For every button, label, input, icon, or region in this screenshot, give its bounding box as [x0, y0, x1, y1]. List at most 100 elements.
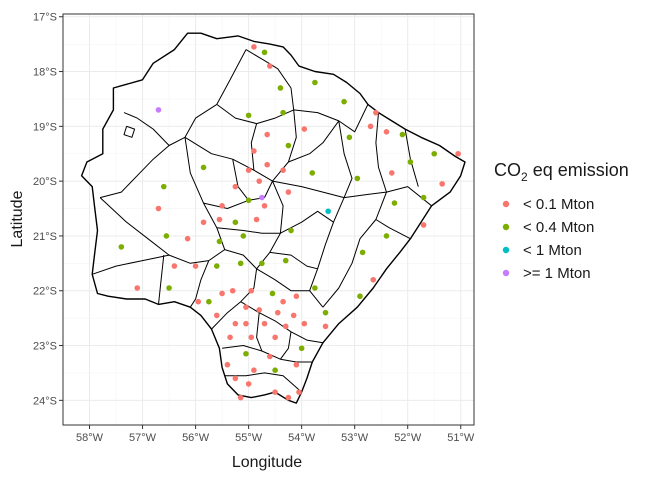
x-tick-label: 52°W	[394, 432, 422, 444]
emission-point	[285, 394, 292, 401]
y-tick-label: 23°S	[33, 341, 57, 353]
emission-point	[261, 320, 268, 327]
emission-point	[272, 389, 278, 395]
emission-point	[357, 293, 363, 300]
emission-point	[346, 134, 353, 141]
emission-point	[245, 112, 252, 119]
emission-point	[229, 287, 236, 294]
emission-point	[256, 178, 263, 184]
municipality-boundary	[279, 331, 292, 360]
emission-point	[322, 323, 329, 330]
municipality-boundary	[256, 268, 324, 308]
emission-point	[195, 298, 202, 305]
emission-point	[267, 63, 273, 69]
emission-point	[309, 170, 316, 176]
municipality-boundary	[338, 120, 353, 198]
emission-point	[298, 345, 305, 352]
municipality-boundary	[245, 49, 295, 110]
y-tick-label: 24°S	[33, 395, 57, 407]
emission-point	[232, 375, 239, 382]
x-tick-label: 58°W	[76, 432, 104, 444]
emission-point	[288, 227, 294, 234]
emission-point	[280, 109, 286, 116]
emission-point	[171, 263, 178, 269]
emission-point	[245, 167, 252, 173]
x-tick-label: 57°W	[129, 432, 157, 444]
x-tick-label: 51°W	[447, 432, 475, 444]
municipality-boundary	[250, 123, 258, 171]
emission-point	[312, 285, 318, 291]
legend-key	[502, 200, 510, 208]
x-tick-label: 56°W	[182, 432, 210, 444]
municipality-boundary	[224, 372, 302, 393]
emission-point	[431, 150, 438, 157]
emission-point	[237, 260, 244, 267]
municipality-boundary	[216, 49, 247, 105]
emission-point	[237, 394, 244, 401]
legend-title-main: CO	[494, 160, 521, 180]
emission-point	[285, 189, 292, 195]
legend-label: < 0.4 Mton	[523, 219, 594, 236]
legend-label: >= 1 Mton	[523, 265, 591, 282]
emission-point	[259, 260, 265, 267]
municipality-boundary	[189, 260, 210, 308]
emission-point	[256, 307, 263, 313]
emission-point	[251, 148, 257, 154]
emission-point	[267, 353, 273, 360]
legend-key	[502, 223, 510, 231]
legend-label: < 1 Mton	[523, 242, 582, 259]
grid-major	[63, 14, 474, 425]
legend-key	[502, 246, 510, 254]
emission-point	[370, 276, 377, 283]
x-tick-label: 54°W	[288, 432, 316, 444]
municipality-boundary	[375, 112, 387, 193]
emission-point	[243, 350, 249, 357]
emission-point	[420, 194, 427, 201]
emission-point	[166, 285, 172, 291]
emission-point	[243, 304, 249, 310]
emission-point	[253, 216, 260, 223]
x-axis-ticks: 58°W 57°W 56°W 55°W 54°W 53°W 52°W 51°W	[76, 425, 475, 444]
municipality-boundary	[272, 180, 432, 207]
emission-point	[232, 320, 239, 327]
municipality-boundary	[99, 197, 257, 270]
emission-point	[280, 298, 286, 305]
state-outline	[80, 32, 466, 404]
emission-point	[264, 161, 270, 168]
emission-point	[280, 167, 286, 173]
emission-point	[219, 203, 225, 209]
emission-points	[118, 44, 461, 401]
municipality-boundary	[288, 120, 340, 163]
emission-point	[389, 170, 395, 176]
emission-point	[282, 257, 289, 264]
legend-title: CO2 eq emission	[494, 160, 629, 184]
municipality-boundary	[269, 251, 318, 270]
emission-point	[322, 309, 329, 316]
emission-point	[248, 334, 255, 341]
legend-title-subscript: 2	[521, 170, 528, 184]
legend-label: < 0.1 Mton	[523, 196, 594, 213]
emission-point	[261, 203, 268, 209]
emission-point	[285, 142, 292, 149]
legend-key	[502, 269, 510, 277]
municipality-boundary	[272, 109, 297, 182]
emission-point	[277, 85, 284, 91]
y-tick-label: 19°S	[33, 121, 57, 133]
y-axis-title: Latitude	[9, 190, 26, 247]
emission-point	[420, 222, 427, 228]
emission-point	[269, 290, 276, 297]
emission-point	[200, 219, 207, 226]
municipality-boundary	[92, 254, 170, 275]
emission-point	[219, 290, 225, 297]
y-tick-label: 17°S	[33, 12, 57, 24]
y-tick-label: 22°S	[33, 286, 57, 298]
y-tick-label: 18°S	[33, 67, 57, 79]
legend-entries: < 0.1 Mton < 0.4 Mton < 1 Mton >= 1 Mton	[502, 196, 594, 282]
municipality-boundary	[216, 227, 281, 234]
emission-point	[243, 320, 249, 327]
x-axis-title: Longitude	[232, 454, 302, 471]
municipality-boundary	[99, 103, 218, 199]
municipality-boundary	[123, 112, 170, 146]
